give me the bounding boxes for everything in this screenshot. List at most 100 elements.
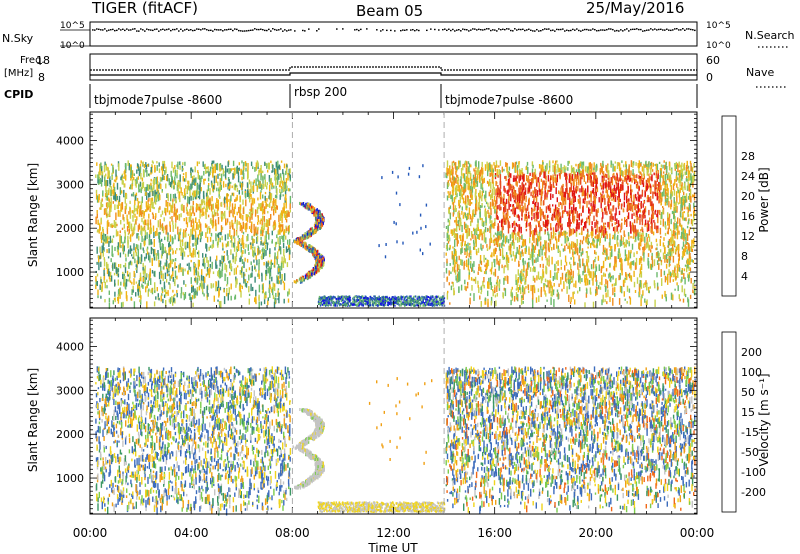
range-cell: [119, 239, 121, 248]
range-cell: [499, 204, 501, 211]
nsky-point: [278, 29, 280, 31]
range-cell: [122, 301, 124, 307]
range-cell: [276, 205, 278, 210]
range-cell: [188, 293, 190, 296]
range-cell: [211, 211, 214, 218]
range-cell: [641, 180, 644, 185]
range-cell: [283, 187, 285, 193]
range-cell: [589, 162, 591, 169]
range-cell: [575, 188, 577, 193]
range-cell: [207, 177, 210, 182]
range-cell: [653, 191, 655, 195]
range-cell: [690, 246, 693, 252]
nsky-point: [156, 28, 158, 30]
range-cell: [532, 208, 534, 212]
range-cell: [507, 200, 510, 204]
nsky-point: [500, 29, 502, 31]
range-cell: [98, 196, 100, 203]
range-cell: [106, 268, 109, 275]
range-cell: [495, 211, 498, 220]
range-cell: [285, 214, 287, 220]
range-cell: [154, 282, 156, 290]
range-cell: [226, 198, 228, 207]
range-cell: [188, 242, 191, 250]
range-cell: [246, 281, 249, 284]
range-cell: [537, 288, 540, 293]
range-cell: [246, 258, 249, 263]
range-cell: [600, 162, 602, 167]
range-cell: [462, 173, 464, 179]
range-cell: [154, 193, 156, 199]
range-cell: [174, 212, 176, 216]
range-cell: [211, 182, 213, 187]
range-cell: [115, 169, 117, 177]
range-cell: [192, 179, 194, 186]
range-cell: [469, 243, 471, 246]
range-cell: [511, 162, 514, 169]
range-cell: [96, 230, 99, 233]
range-cell: [476, 199, 478, 208]
range-cell: [488, 206, 490, 210]
nsky-point: [316, 30, 318, 32]
range-cell: [687, 299, 690, 307]
range-cell: [96, 246, 98, 254]
range-cell: [648, 286, 650, 293]
range-cell: [241, 251, 243, 258]
range-cell: [274, 242, 277, 248]
range-cell: [651, 228, 653, 233]
range-cell: [139, 166, 142, 173]
nsky-point: [258, 28, 260, 31]
range-cell: [566, 286, 568, 294]
range-cell: [681, 172, 683, 181]
range-cell: [623, 164, 625, 168]
range-cell: [201, 213, 203, 217]
range-cell: [136, 260, 138, 268]
range-cell: [560, 277, 562, 285]
range-cell: [587, 166, 589, 174]
range-cell: [568, 283, 571, 290]
nave-trace: [90, 72, 697, 76]
range-cell: [670, 191, 672, 200]
range-cell: [145, 201, 148, 208]
range-cell: [226, 288, 228, 293]
range-cell: [98, 179, 101, 184]
range-cell: [473, 246, 475, 250]
range-cell: [213, 295, 215, 302]
nsky-point: [288, 29, 290, 31]
range-cell: [241, 237, 243, 246]
range-cell: [590, 170, 593, 176]
range-cell: [128, 163, 130, 171]
range-cell: [252, 250, 255, 258]
range-cell: [203, 181, 205, 185]
range-cell: [475, 184, 477, 188]
range-cell: [216, 255, 218, 261]
range-cell: [103, 272, 106, 280]
range-cell: [574, 207, 576, 212]
range-cell: [595, 209, 597, 217]
range-cell: [487, 209, 489, 214]
range-cell: [569, 197, 571, 203]
range-cell: [208, 226, 210, 230]
range-cell: [577, 185, 579, 192]
range-cell: [569, 219, 571, 227]
range-cell: [558, 202, 560, 207]
range-cell: [639, 176, 641, 179]
range-cell: [534, 268, 536, 272]
range-cell: [160, 271, 162, 275]
range-cell: [285, 219, 288, 223]
range-cell: [151, 197, 154, 202]
range-cell: [190, 183, 192, 190]
range-cell: [650, 226, 652, 233]
range-cell: [133, 301, 136, 309]
range-cell: [171, 175, 173, 182]
range-cell: [642, 234, 644, 242]
range-cell: [674, 216, 676, 223]
range-cell: [564, 255, 567, 263]
range-cell: [479, 255, 482, 263]
range-cell: [587, 232, 589, 239]
range-cell: [281, 256, 283, 265]
range-cell: [211, 244, 213, 249]
range-cell: [676, 163, 679, 167]
range-cell: [603, 272, 605, 277]
nsky-point: [654, 28, 656, 30]
